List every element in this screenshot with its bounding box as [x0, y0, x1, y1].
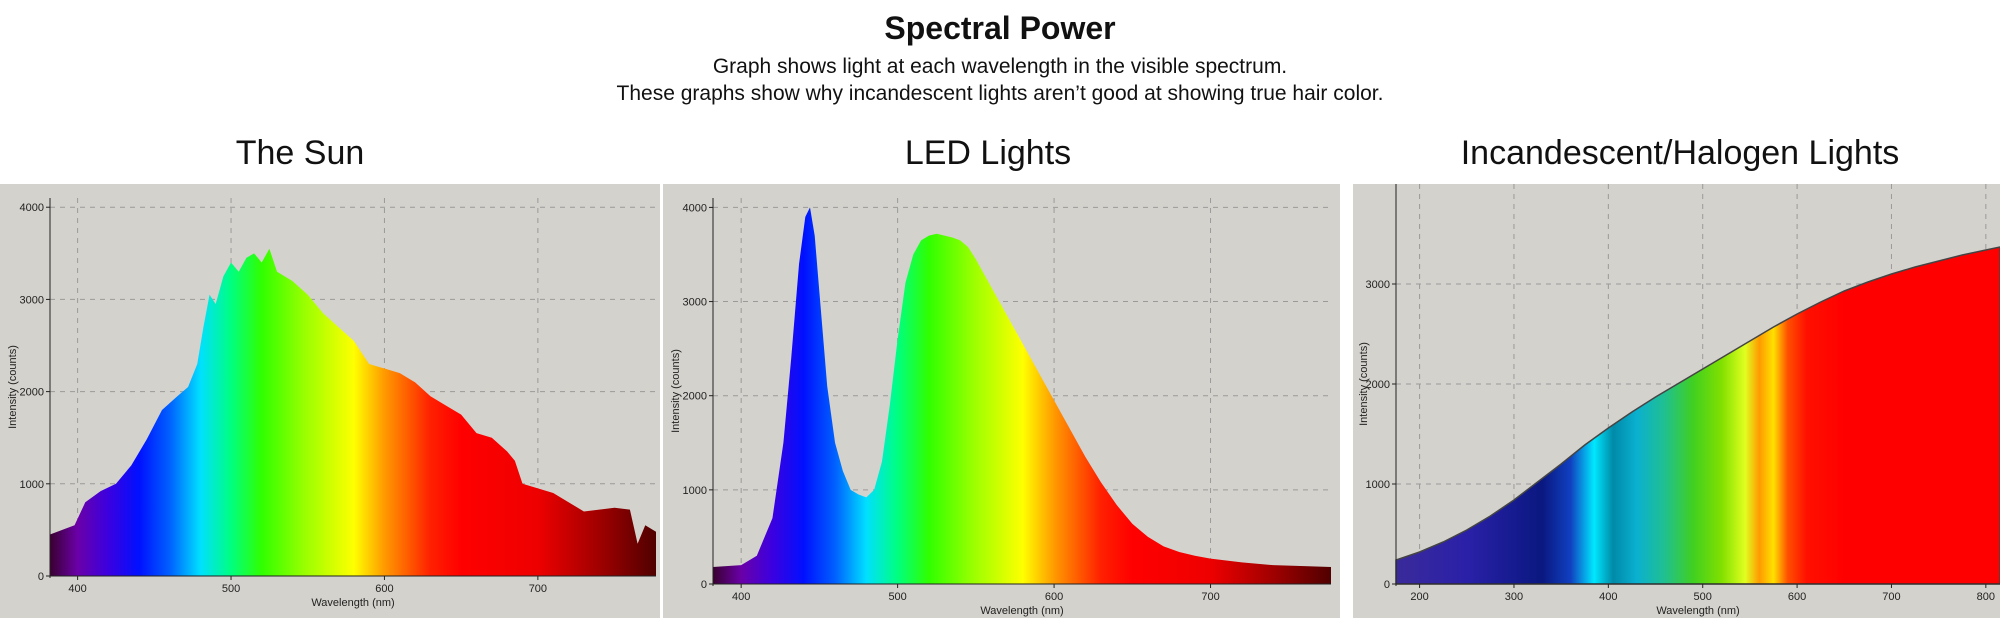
chart-panel-incandescent: 0 1000 2000 3000 200 300 400 500 600 700 800 Wavele…: [1353, 184, 2000, 618]
subtitle-line-1: Graph shows light at each wavelength in …: [712, 55, 1288, 78]
y-axis-label: Intensity (counts): [1358, 342, 1370, 426]
chart-title-sun: The Sun: [235, 134, 365, 172]
x-tick-label: 700: [1882, 591, 1900, 603]
x-tick-label: 200: [1410, 591, 1428, 603]
chart-led: 0 1000 2000 3000 4000 400 500 600 700 Wavelength …: [670, 198, 1331, 617]
y-axis-label: Intensity (counts): [7, 345, 19, 429]
x-tick-label: 500: [222, 583, 240, 595]
y-tick-label: 0: [1384, 579, 1390, 591]
y-tick-label: 4000: [683, 202, 707, 214]
y-tick-label: 1000: [683, 485, 707, 497]
chart-title-led: LED Lights: [904, 134, 1072, 172]
y-tick-label: 3000: [1366, 279, 1390, 291]
chart-incandescent: 0 1000 2000 3000 200 300 400 500 600 700 800 Wavele…: [1358, 184, 2000, 617]
x-axis-label: Wavelength (nm): [311, 597, 394, 609]
y-tick-label: 0: [38, 571, 44, 583]
chart-panel-sun: 0 1000 2000 3000 4000 400 500 600 700 Wavelength …: [0, 184, 660, 618]
x-tick-label: 700: [529, 583, 547, 595]
spectrum-area: [1395, 246, 2000, 585]
y-tick-label: 3000: [20, 294, 44, 306]
x-tick-label: 400: [1599, 591, 1617, 603]
spectrum-area: [50, 248, 656, 576]
chart-panel-led: 0 1000 2000 3000 4000 400 500 600 700 Wavelength …: [663, 184, 1340, 618]
y-axis-label: Intensity (counts): [670, 349, 682, 433]
spectrum-area: [713, 207, 1331, 584]
x-tick-label: 700: [1201, 591, 1219, 603]
x-tick-label: 500: [1694, 591, 1712, 603]
subtitle-line-2: These graphs show why incandescent light…: [616, 82, 1384, 105]
y-tick-label: 4000: [20, 202, 44, 214]
y-tick-label: 0: [701, 579, 707, 591]
y-tick-label: 1000: [1366, 479, 1390, 491]
y-tick-label: 2000: [1366, 379, 1390, 391]
page-title: Spectral Power: [884, 10, 1116, 46]
x-tick-label: 600: [1788, 591, 1806, 603]
y-tick-label: 2000: [20, 387, 44, 399]
x-tick-label: 800: [1977, 591, 1995, 603]
x-tick-label: 500: [888, 591, 906, 603]
x-axis-label: Wavelength (nm): [980, 605, 1063, 617]
x-tick-label: 300: [1505, 591, 1523, 603]
chart-title-incandescent: Incandescent/Halogen Lights: [1460, 134, 1900, 172]
chart-sun: 0 1000 2000 3000 4000 400 500 600 700 Wavelength …: [7, 198, 656, 609]
x-tick-label: 400: [732, 591, 750, 603]
x-axis-label: Wavelength (nm): [1656, 605, 1739, 617]
x-tick-label: 400: [68, 583, 86, 595]
y-tick-label: 1000: [20, 479, 44, 491]
y-tick-label: 2000: [683, 391, 707, 403]
y-tick-label: 3000: [683, 297, 707, 309]
x-tick-label: 600: [375, 583, 393, 595]
x-tick-label: 600: [1045, 591, 1063, 603]
